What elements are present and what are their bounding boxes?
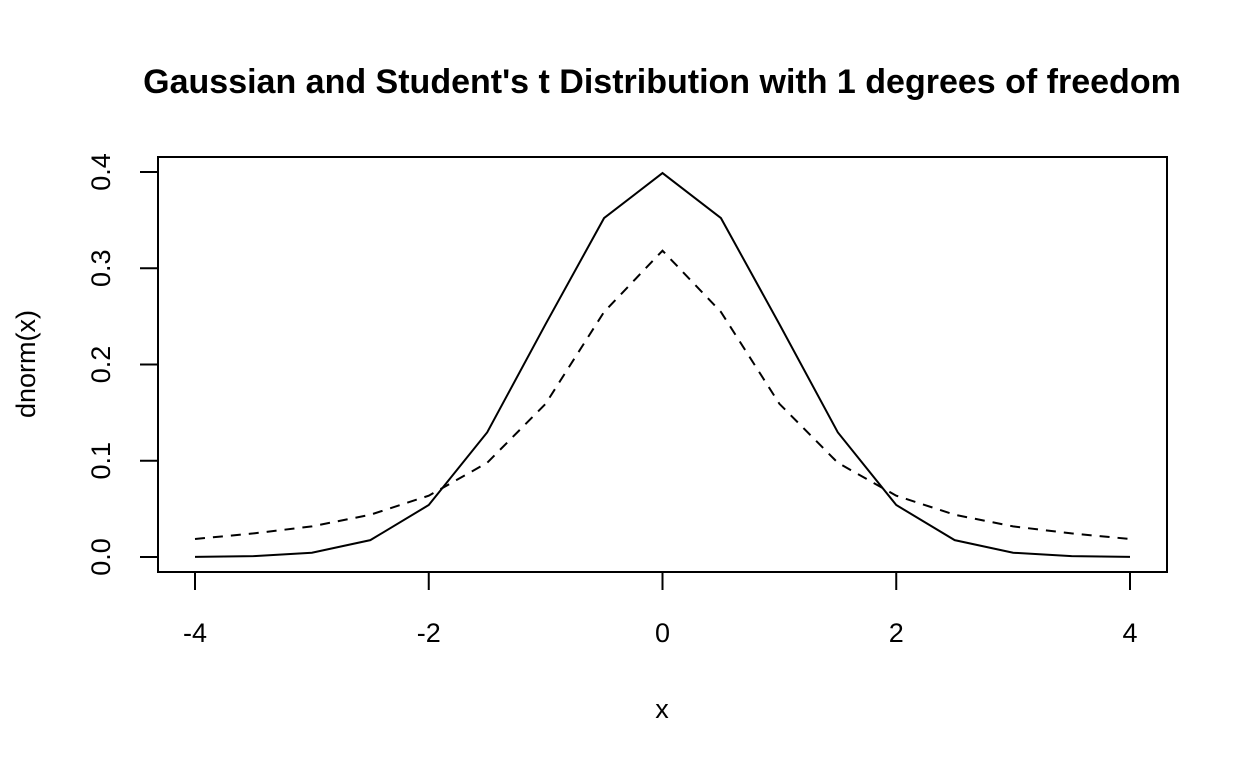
series-point <box>954 514 955 515</box>
x-tick-label: 2 <box>889 618 904 648</box>
series-point <box>1130 539 1131 540</box>
y-tick-label: 0.3 <box>86 249 116 287</box>
x-axis-label: x <box>655 694 669 724</box>
y-tick-label: 0.0 <box>86 538 116 576</box>
plot-frame <box>157 156 1168 573</box>
series-point <box>370 514 371 515</box>
y-axis: 0.0 0.1 0.2 0.3 0.4 <box>86 153 159 576</box>
y-tick-label: 0.1 <box>86 442 116 480</box>
series-line-solid <box>194 171 1131 558</box>
series-point <box>604 311 605 312</box>
x-tick-label: -4 <box>183 618 207 648</box>
y-axis-label: dnorm(x) <box>11 310 41 418</box>
x-axis: -4 -2 0 2 4 <box>183 571 1138 648</box>
x-tick-label: 0 <box>655 618 670 648</box>
chart-title: Gaussian and Student's t Distribution wi… <box>143 63 1181 101</box>
y-tick-label: 0.2 <box>86 346 116 384</box>
series-line-dashed <box>194 249 1131 540</box>
series-point <box>837 462 838 463</box>
x-tick-label: -2 <box>417 618 441 648</box>
series-point <box>545 403 546 404</box>
y-tick-label: 0.4 <box>86 153 116 191</box>
series-layer <box>194 171 1131 558</box>
x-tick-label: 4 <box>1122 618 1137 648</box>
